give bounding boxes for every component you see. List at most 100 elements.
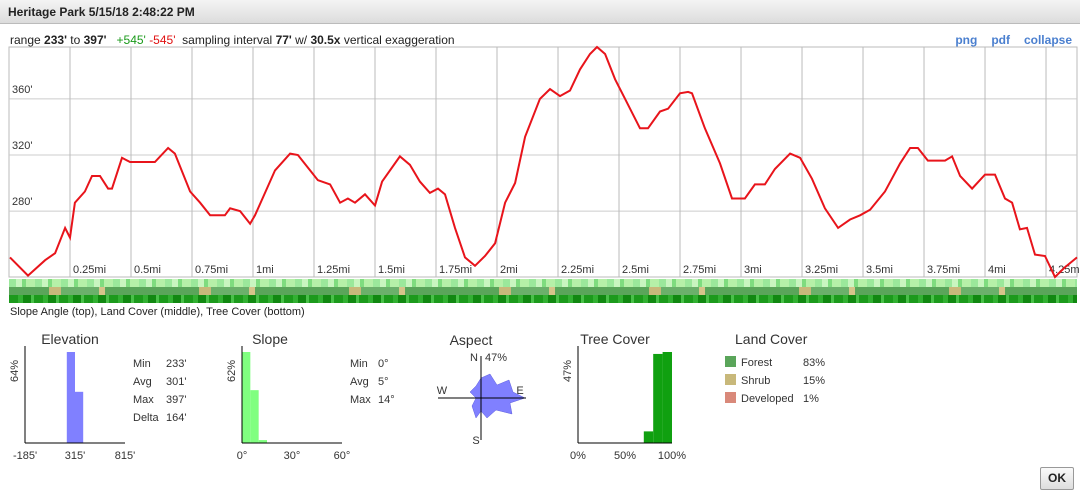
stat-value: 164' <box>166 412 186 424</box>
aspect-label: E <box>516 385 523 397</box>
x-tick-label: 2.5mi <box>622 264 649 276</box>
aspect-label: W <box>437 385 448 397</box>
stat-value: 301' <box>166 376 186 388</box>
plot-frame <box>8 46 1078 278</box>
strip-caption: Slope Angle (top), Land Cover (middle), … <box>10 306 305 318</box>
x-tick-label: 1.25mi <box>317 264 350 276</box>
x-tick-label: 3.25mi <box>805 264 838 276</box>
histogram-bar <box>250 390 259 443</box>
y-tick-label: 280' <box>12 196 32 208</box>
histogram-bar <box>66 352 75 443</box>
legend-value: 15% <box>803 375 825 387</box>
stat-value: 14° <box>378 394 395 406</box>
legend-name: Developed <box>741 393 794 405</box>
x-tick-label: 1.5mi <box>378 264 405 276</box>
x-tick-label: 2.25mi <box>561 264 594 276</box>
histogram-bar <box>653 353 663 443</box>
slope-strip <box>9 279 1077 287</box>
legend-swatch <box>725 374 736 385</box>
summary-value: 77' <box>275 33 292 47</box>
panel-title: Elevation <box>41 331 99 347</box>
x-tick-label: 30° <box>284 450 301 462</box>
panel-title: Tree Cover <box>580 331 650 347</box>
legend-swatch <box>725 392 736 403</box>
loss: -545' <box>149 33 176 47</box>
aspect-rose <box>438 356 526 440</box>
collapse-link[interactable]: collapse <box>1023 33 1072 47</box>
panel-title: Land Cover <box>735 331 808 347</box>
y-tick-label: 360' <box>12 84 32 96</box>
legend-name: Shrub <box>741 375 770 387</box>
histogram-bar <box>258 440 267 443</box>
summary-text: vertical exaggeration <box>343 33 455 47</box>
summary-text: range <box>10 33 41 47</box>
panel-title: Aspect <box>450 332 493 348</box>
legend-swatch <box>725 356 736 367</box>
stat-label: Max <box>133 394 154 406</box>
x-tick-label: 2.75mi <box>683 264 716 276</box>
x-tick-label: 315' <box>65 450 85 462</box>
stat-label: Avg <box>350 376 369 388</box>
x-tick-label: 50% <box>614 450 636 462</box>
histogram-bar <box>75 391 84 443</box>
y-axis-label: 62% <box>226 360 238 382</box>
histogram-bar <box>242 352 251 443</box>
x-tick-label: 0.75mi <box>195 264 228 276</box>
links: png pdf collapse <box>941 33 1072 47</box>
x-tick-label: 0° <box>237 450 248 462</box>
x-tick-label: 3mi <box>744 264 762 276</box>
x-tick-label: 0.25mi <box>73 264 106 276</box>
x-tick-label: 815' <box>115 450 135 462</box>
x-tick-label: 60° <box>334 450 351 462</box>
aspect-label: N <box>470 352 478 364</box>
x-tick-label: 4mi <box>988 264 1006 276</box>
stat-value: 0° <box>378 358 389 370</box>
stat-label: Min <box>350 358 368 370</box>
png-link[interactable]: png <box>955 33 978 47</box>
aspect-label: S <box>472 435 479 447</box>
aspect-label: 47% <box>485 352 507 364</box>
x-tick-label: 2mi <box>500 264 518 276</box>
y-axis-label: 47% <box>562 360 574 382</box>
histogram-bar <box>643 431 654 443</box>
y-axis-label: 64% <box>9 360 21 382</box>
summary-text: sampling interval <box>182 33 273 47</box>
x-tick-label: 0.5mi <box>134 264 161 276</box>
ok-button[interactable]: OK <box>1040 467 1074 490</box>
pdf-link[interactable]: pdf <box>991 33 1010 47</box>
panel-title: Slope <box>252 331 288 347</box>
legend-value: 1% <box>803 393 819 405</box>
y-tick-label: 320' <box>12 140 32 152</box>
histogram-bar <box>662 352 672 443</box>
x-tick-label: 1mi <box>256 264 274 276</box>
gain: +545' <box>116 33 146 47</box>
summary-value: 30.5x <box>310 33 341 47</box>
summary-text: w/ <box>295 33 308 47</box>
tree-cover-strip <box>9 295 1077 303</box>
x-tick-label: 3.75mi <box>927 264 960 276</box>
legend-name: Forest <box>741 357 772 369</box>
x-tick-label: 3.5mi <box>866 264 893 276</box>
aspect-shape <box>469 373 526 419</box>
stat-label: Min <box>133 358 151 370</box>
x-tick-label: 0% <box>570 450 586 462</box>
stat-label: Avg <box>133 376 152 388</box>
summary-value: 397' <box>83 33 107 47</box>
summary-value: 233' <box>44 33 67 47</box>
stat-value: 5° <box>378 376 389 388</box>
stat-label: Max <box>350 394 371 406</box>
land-cover-strip <box>9 287 1077 295</box>
x-tick-label: 1.75mi <box>439 264 472 276</box>
summary-line: range 233' to 397' +545' -545' sampling … <box>10 33 455 47</box>
stat-value: 397' <box>166 394 186 406</box>
legend-value: 83% <box>803 357 825 369</box>
summary-text: to <box>70 33 81 47</box>
x-tick-label: 4.25mi <box>1049 264 1080 276</box>
x-tick-label: -185' <box>13 450 37 462</box>
elevation-line <box>9 45 1078 279</box>
window-title: Heritage Park 5/15/18 2:48:22 PM <box>0 0 1080 24</box>
stat-label: Delta <box>133 412 160 424</box>
stat-value: 233' <box>166 358 186 370</box>
